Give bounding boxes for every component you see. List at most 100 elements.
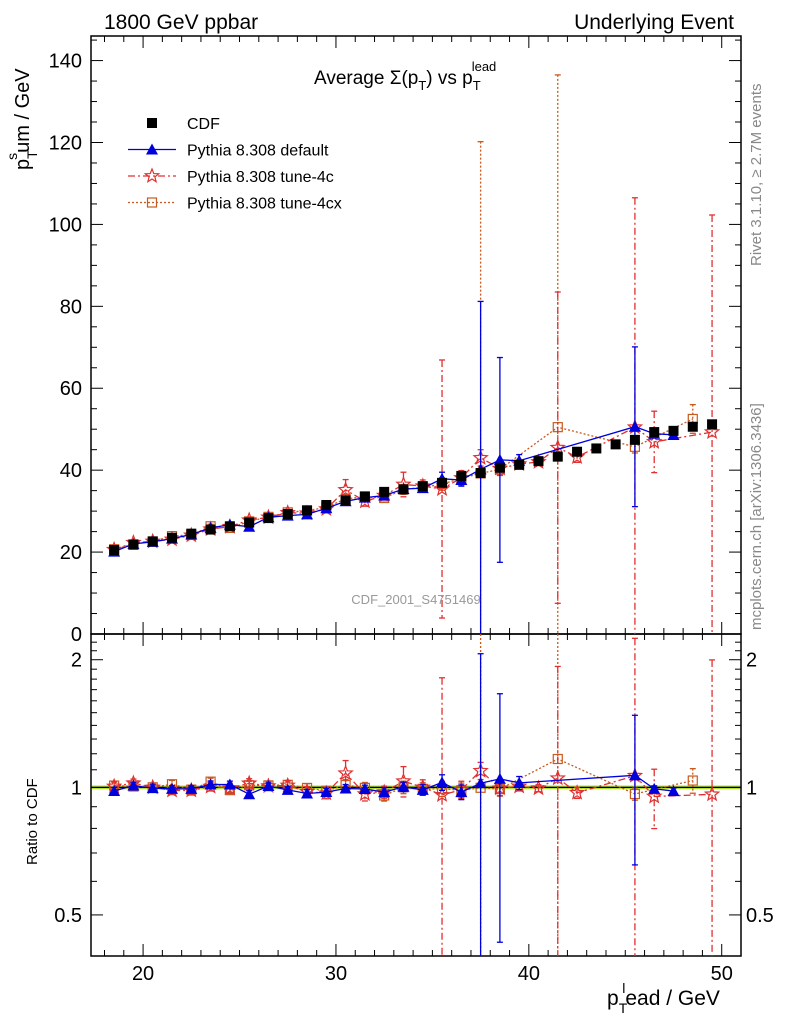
pythia-default-ratio-point: [204, 778, 217, 790]
pythia-tune-4c-point: [645, 433, 663, 449]
ratio-y-tick-label-right: 0.5: [746, 905, 774, 927]
cdf-point: [109, 545, 120, 556]
ratio-y-tick-label-right: 1: [746, 777, 757, 799]
cdf-point: [514, 459, 525, 470]
pythia-tune-4c-point: [703, 423, 721, 440]
ratio-y-axis-label: Ratio to CDF: [24, 778, 41, 865]
cdf-point: [417, 481, 428, 492]
pythia-tune-4c-point: [549, 438, 566, 455]
pythia-default-ratio-point: [127, 779, 140, 791]
ratio-y-tick-label-right: 2: [746, 650, 757, 672]
cdf-point: [128, 539, 139, 550]
pythia-tune-4c-point: [337, 481, 354, 497]
pythia-default-ratio-point: [358, 782, 371, 794]
pythia-default-ratio-point: [146, 782, 159, 794]
y-tick-label: 100: [49, 214, 82, 236]
cdf-point: [205, 524, 216, 535]
ratio-y-tick-label: 0.5: [54, 905, 82, 927]
pythia-default-ratio-point: [513, 776, 526, 788]
cdf-point: [494, 462, 505, 473]
pythia-default-ratio-point: [262, 780, 275, 792]
cdf-point: [707, 419, 718, 430]
cdf-point: [398, 484, 409, 495]
legend-marker-pythia-tune-4c: [143, 167, 161, 184]
cdf-point: [321, 499, 332, 510]
pythia-default-ratio-point: [397, 780, 410, 792]
cdf-point: [167, 532, 178, 543]
pythia-tune-4c-ratio-point: [703, 785, 721, 802]
pythia-tune-4c-ratio-point: [221, 779, 239, 796]
pythia-default-ratio-point: [243, 788, 256, 800]
y-tick-label: 140: [49, 51, 82, 73]
cdf-point: [282, 508, 293, 519]
analysis-watermark: CDF_2001_S4751469: [351, 592, 480, 607]
header-right: Underlying Event: [574, 11, 734, 34]
y-tick-label: 20: [60, 542, 82, 564]
legend-label-pythia-tune-4c: Pythia 8.308 tune-4c: [187, 169, 334, 186]
pythia-default-ratio-point: [339, 782, 352, 794]
mcplots-label: mcplots.cern.ch [arXiv:1306.3436]: [748, 403, 765, 630]
ratio-y-tick-label: 1: [71, 777, 82, 799]
cdf-point: [147, 536, 158, 547]
cdf-point: [552, 451, 563, 462]
pythia-tune-4c-point: [568, 448, 586, 465]
header-left: 1800 GeV ppbar: [104, 11, 258, 34]
pythia-default-ratio-point: [648, 782, 661, 794]
ratio-y-tick-label: 2: [71, 650, 82, 672]
pythia-default-ratio-point: [223, 778, 236, 790]
pythia-tune-4c-ratio-point: [356, 785, 374, 802]
x-axis-label: pTlead / GeV: [607, 980, 720, 1016]
pythia-tune-4c-ratio-point: [240, 774, 258, 791]
cdf-point: [668, 425, 679, 436]
x-tick-label: 50: [711, 963, 733, 985]
x-tick-label: 30: [325, 963, 347, 985]
y-tick-label: 60: [60, 378, 82, 400]
y-tick-label: 80: [60, 296, 82, 318]
y-tick-label: 0: [71, 624, 82, 646]
cdf-point: [379, 486, 390, 497]
legend-marker-pythia-default: [146, 143, 158, 155]
pythia-tune-4c-ratio-point: [549, 769, 567, 786]
legend-label-pythia-default: Pythia 8.308 default: [187, 143, 329, 160]
cdf-point: [224, 521, 235, 532]
pythia-default-ratio-point: [320, 786, 333, 798]
cdf-point: [687, 421, 698, 432]
pythia-tune-4c-ratio-line: [113, 769, 713, 798]
pythia-tune-4c-ratio-point: [530, 779, 547, 796]
pythia-default-ratio-point: [667, 785, 680, 797]
cdf-point: [629, 434, 640, 445]
ratio-plot-frame: [90, 633, 742, 957]
cdf-point: [359, 491, 370, 502]
y-tick-label: 120: [49, 132, 82, 154]
legend-label-cdf: CDF: [187, 116, 220, 133]
pythia-default-ratio-point: [493, 772, 506, 784]
pythia-tune-4c-line: [113, 426, 713, 551]
pythia-default-ratio-point: [301, 787, 314, 799]
pythia-default-ratio-point: [436, 776, 449, 788]
legend-label-pythia-tune-4cx: Pythia 8.308 tune-4cx: [187, 196, 342, 213]
y-axis-label: pTsum / GeV: [4, 68, 40, 170]
cdf-point: [649, 427, 660, 438]
legend-marker-cdf: [147, 118, 157, 128]
cdf-point: [456, 470, 467, 481]
pythia-tune-4c-ratio-point: [568, 784, 586, 800]
x-tick-label: 20: [132, 963, 154, 985]
cdf-point: [186, 528, 197, 539]
pythia-tune-4c-point: [433, 480, 451, 497]
pythia-default-ratio-point: [455, 786, 468, 798]
pythia-default-ratio-point: [108, 784, 121, 796]
pythia-default-point: [493, 453, 506, 465]
pythia-default-ratio-point: [185, 782, 198, 794]
pythia-tune-4c-ratio-point: [433, 786, 451, 802]
cdf-point: [340, 495, 351, 506]
y-tick-label: 40: [60, 460, 82, 482]
pythia-tune-4c-ratio-point: [337, 764, 354, 781]
cdf-point: [533, 456, 544, 467]
x-tick-label: 40: [518, 963, 540, 985]
cdf-point: [302, 505, 313, 516]
chart-title: Average Σ(pT) vs pTlead: [314, 59, 496, 93]
cdf-point: [591, 443, 602, 454]
pythia-default-ratio-point: [281, 783, 294, 795]
cdf-point: [437, 477, 448, 488]
pythia-tune-4cx-ratio-point: [687, 775, 698, 786]
